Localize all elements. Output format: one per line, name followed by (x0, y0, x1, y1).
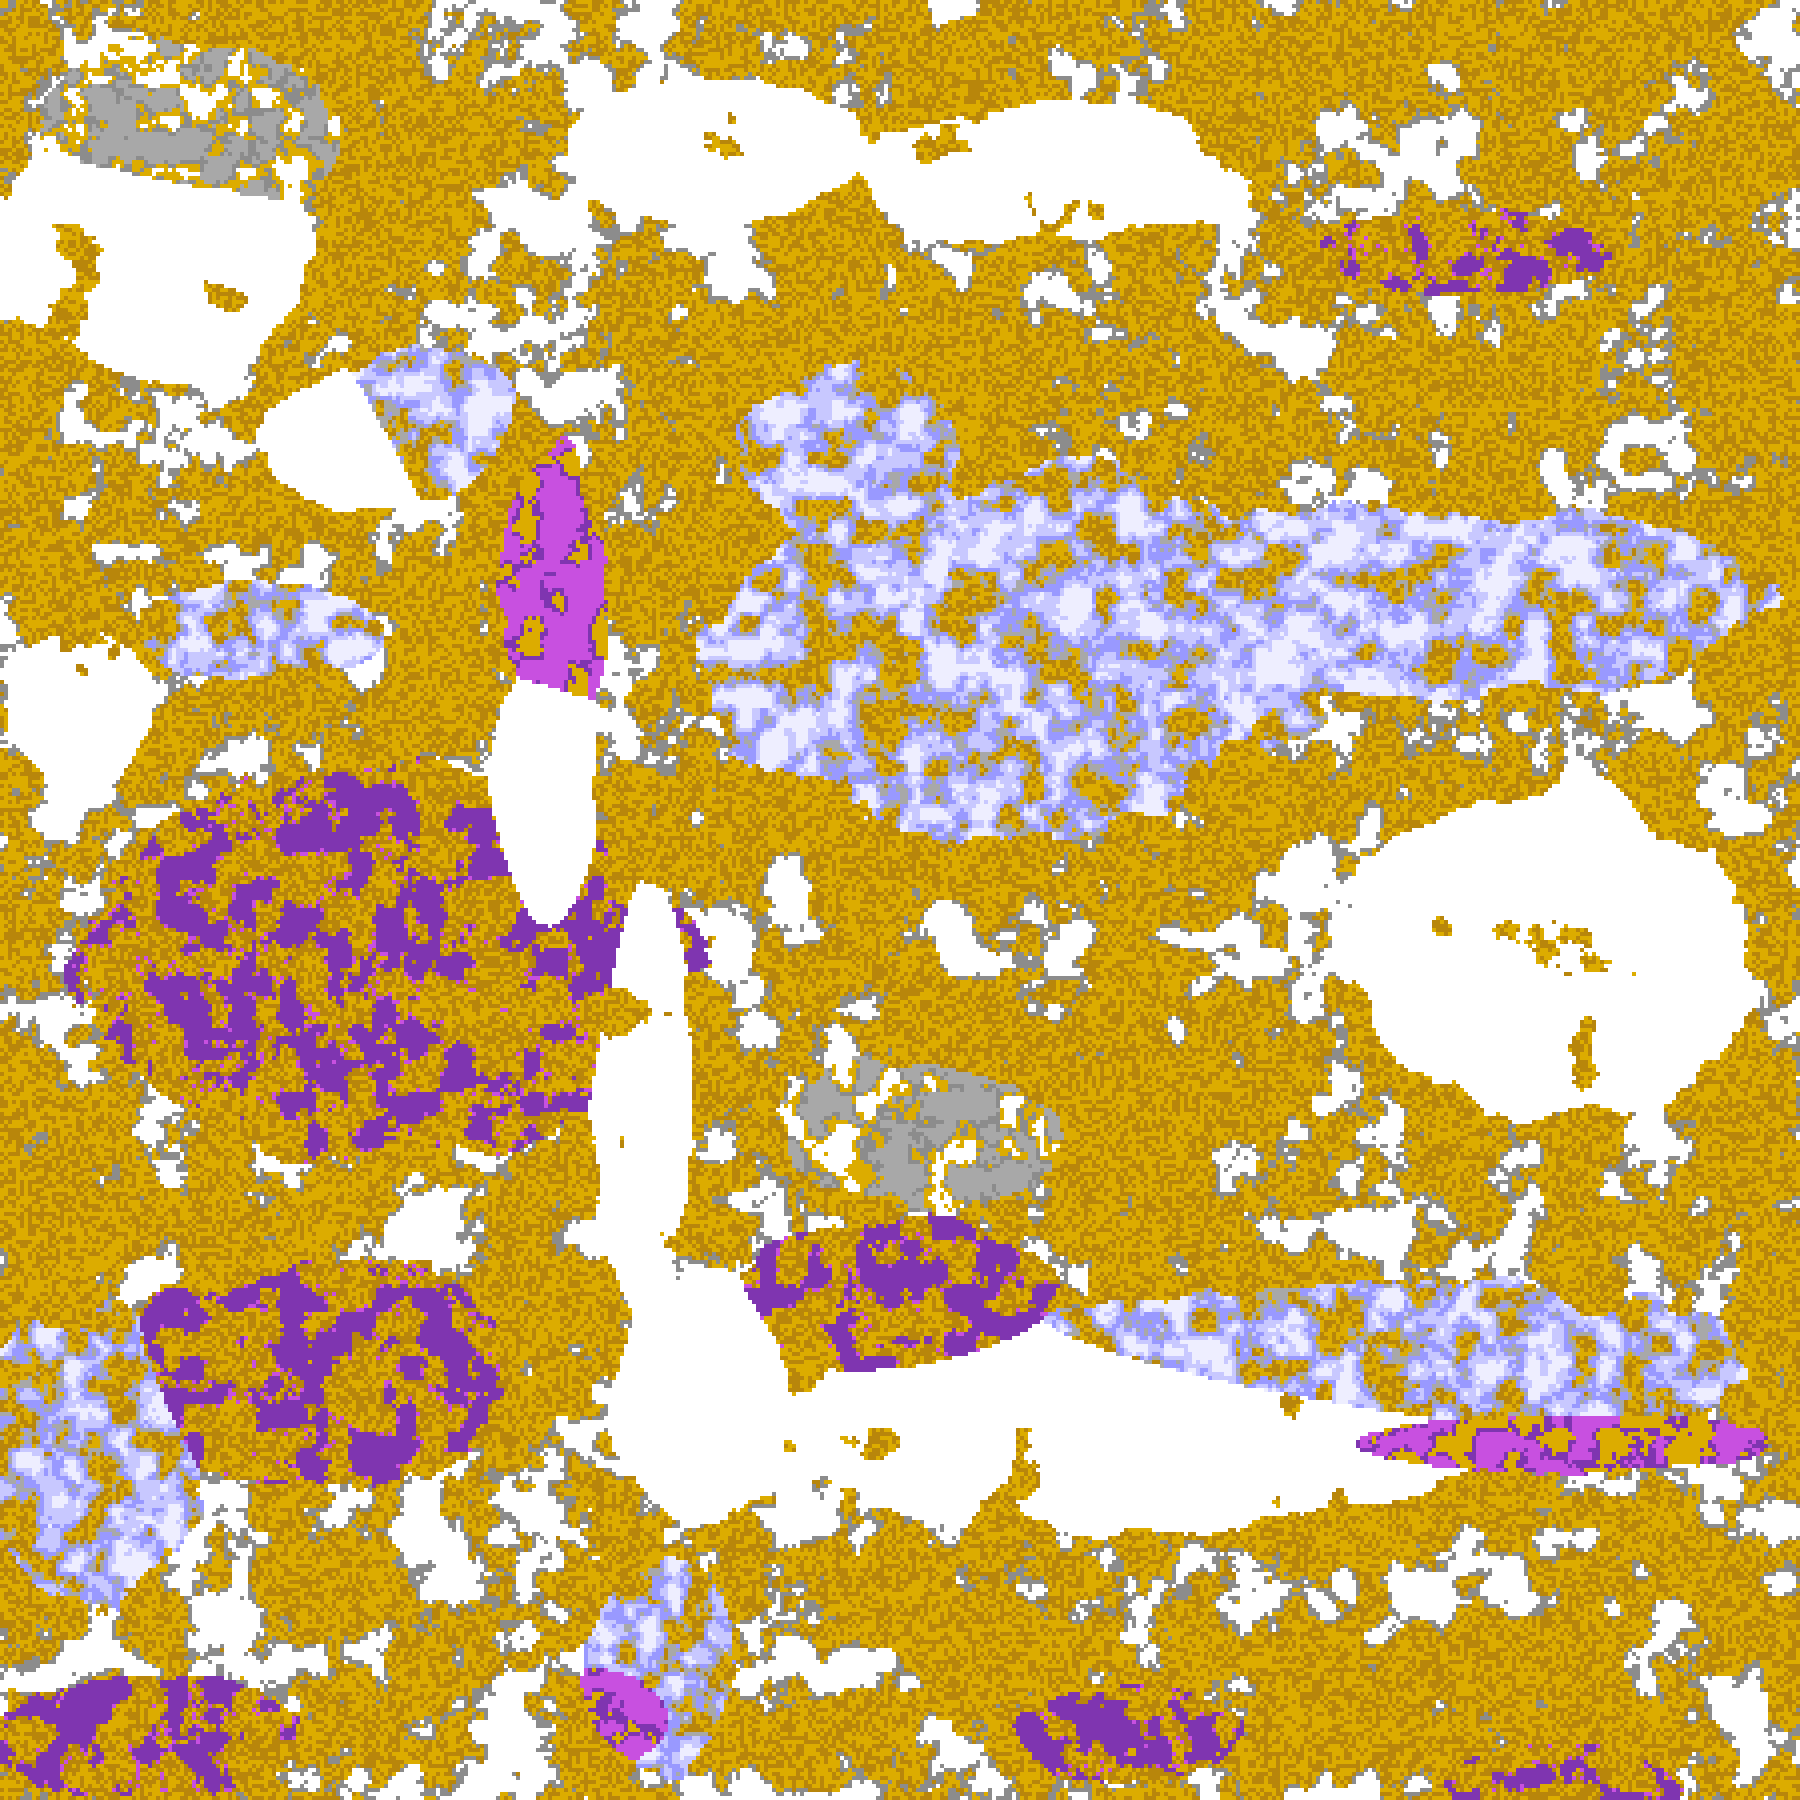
satellite-map (0, 0, 1800, 1800)
cloud-classification-canvas (0, 0, 1800, 1800)
